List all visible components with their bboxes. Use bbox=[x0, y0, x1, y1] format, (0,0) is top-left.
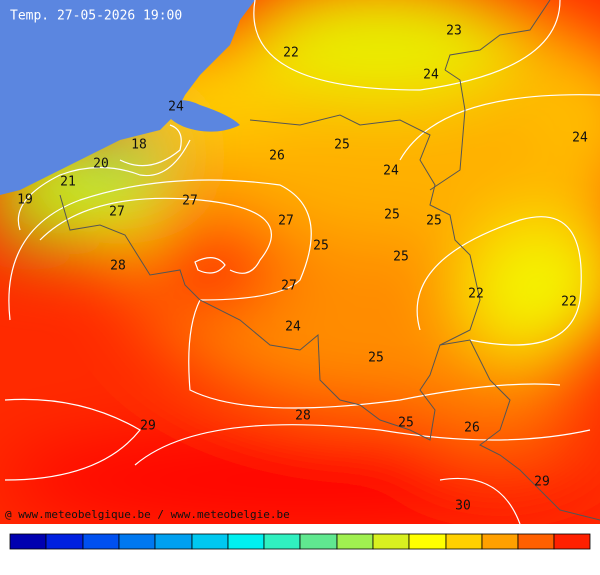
credit: @ www.meteobelgique.be / www.meteobelgie… bbox=[5, 508, 290, 521]
temperature-label: 24 bbox=[285, 320, 301, 335]
temperature-label: 27 bbox=[109, 205, 125, 220]
temperature-label: 26 bbox=[269, 149, 285, 164]
temperature-label: 22 bbox=[283, 46, 299, 61]
temperature-label: 24 bbox=[383, 164, 399, 179]
isotherms bbox=[4, 0, 600, 524]
temperature-label: 24 bbox=[572, 131, 588, 146]
temperature-label: 21 bbox=[60, 175, 76, 190]
temperature-label: 25 bbox=[368, 351, 384, 366]
temperature-label: 24 bbox=[423, 68, 439, 83]
temperature-label: 27 bbox=[182, 194, 198, 209]
temperature-label: 26 bbox=[464, 421, 480, 436]
temperature-label: 22 bbox=[468, 287, 484, 302]
temperature-label: 29 bbox=[140, 419, 156, 434]
map-title: Temp. 27-05-2026 19:00 bbox=[10, 9, 182, 24]
borders bbox=[59, 0, 600, 521]
temperature-label: 25 bbox=[398, 416, 414, 431]
temperature-label: 25 bbox=[393, 250, 409, 265]
temperature-label: 25 bbox=[334, 138, 350, 153]
temperature-field bbox=[0, 0, 600, 524]
temperature-label: 20 bbox=[93, 157, 109, 172]
temperature-label: 25 bbox=[426, 214, 442, 229]
temperature-label: 27 bbox=[278, 214, 294, 229]
temperature-label: 24 bbox=[168, 100, 184, 115]
temperature-label: 22 bbox=[561, 295, 577, 310]
temperature-label: 27 bbox=[281, 279, 297, 294]
temperature-label: 28 bbox=[110, 259, 126, 274]
sea bbox=[0, 0, 255, 195]
temperature-label: 19 bbox=[17, 193, 33, 208]
temperature-label: 25 bbox=[313, 239, 329, 254]
temperature-labels: 22 23 24 24 24 18 25 20 26 24 21 19 27 27 27 25 25 25 25 28… bbox=[17, 24, 588, 514]
temperature-label: 28 bbox=[295, 409, 311, 424]
temperature-label: 30 bbox=[455, 499, 471, 514]
colorbar bbox=[9, 533, 591, 550]
temperature-label: 29 bbox=[534, 475, 550, 490]
temperature-label: 18 bbox=[131, 138, 147, 153]
temperature-label: 23 bbox=[446, 24, 462, 39]
temperature-label: 25 bbox=[384, 208, 400, 223]
